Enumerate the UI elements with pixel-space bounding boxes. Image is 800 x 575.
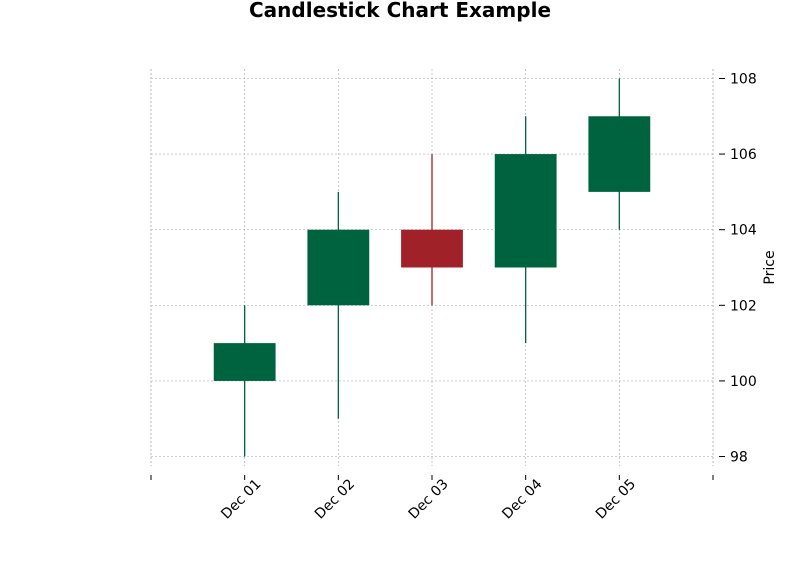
- y-axis-ticks: 98 100 102 104 106 108: [719, 71, 757, 466]
- y-tick-label: 100: [730, 374, 757, 390]
- x-tick-label: Dec 01: [218, 476, 264, 522]
- y-axis-label: Price: [762, 250, 778, 284]
- chart-title: Candlestick Chart Example: [248, 0, 552, 22]
- x-tick-label: Dec 05: [593, 476, 639, 522]
- candle-body: [494, 154, 557, 268]
- candle-body: [401, 229, 463, 268]
- y-tick-label: 106: [730, 147, 757, 163]
- candle-body: [307, 229, 370, 306]
- candles: [213, 78, 651, 457]
- candle-body: [588, 116, 651, 192]
- y-tick-label: 104: [730, 223, 757, 239]
- x-tick-label: Dec 03: [406, 476, 452, 522]
- y-tick-label: 98: [730, 450, 748, 466]
- y-tick-label: 108: [730, 71, 757, 87]
- x-tick-label: Dec 04: [499, 476, 545, 522]
- x-tick-label: Dec 02: [312, 476, 358, 522]
- x-axis-ticks: Dec 01 Dec 02 Dec 03 Dec 04 Dec 05: [150, 475, 714, 522]
- y-tick-label: 102: [730, 298, 757, 314]
- candle-body: [213, 343, 276, 381]
